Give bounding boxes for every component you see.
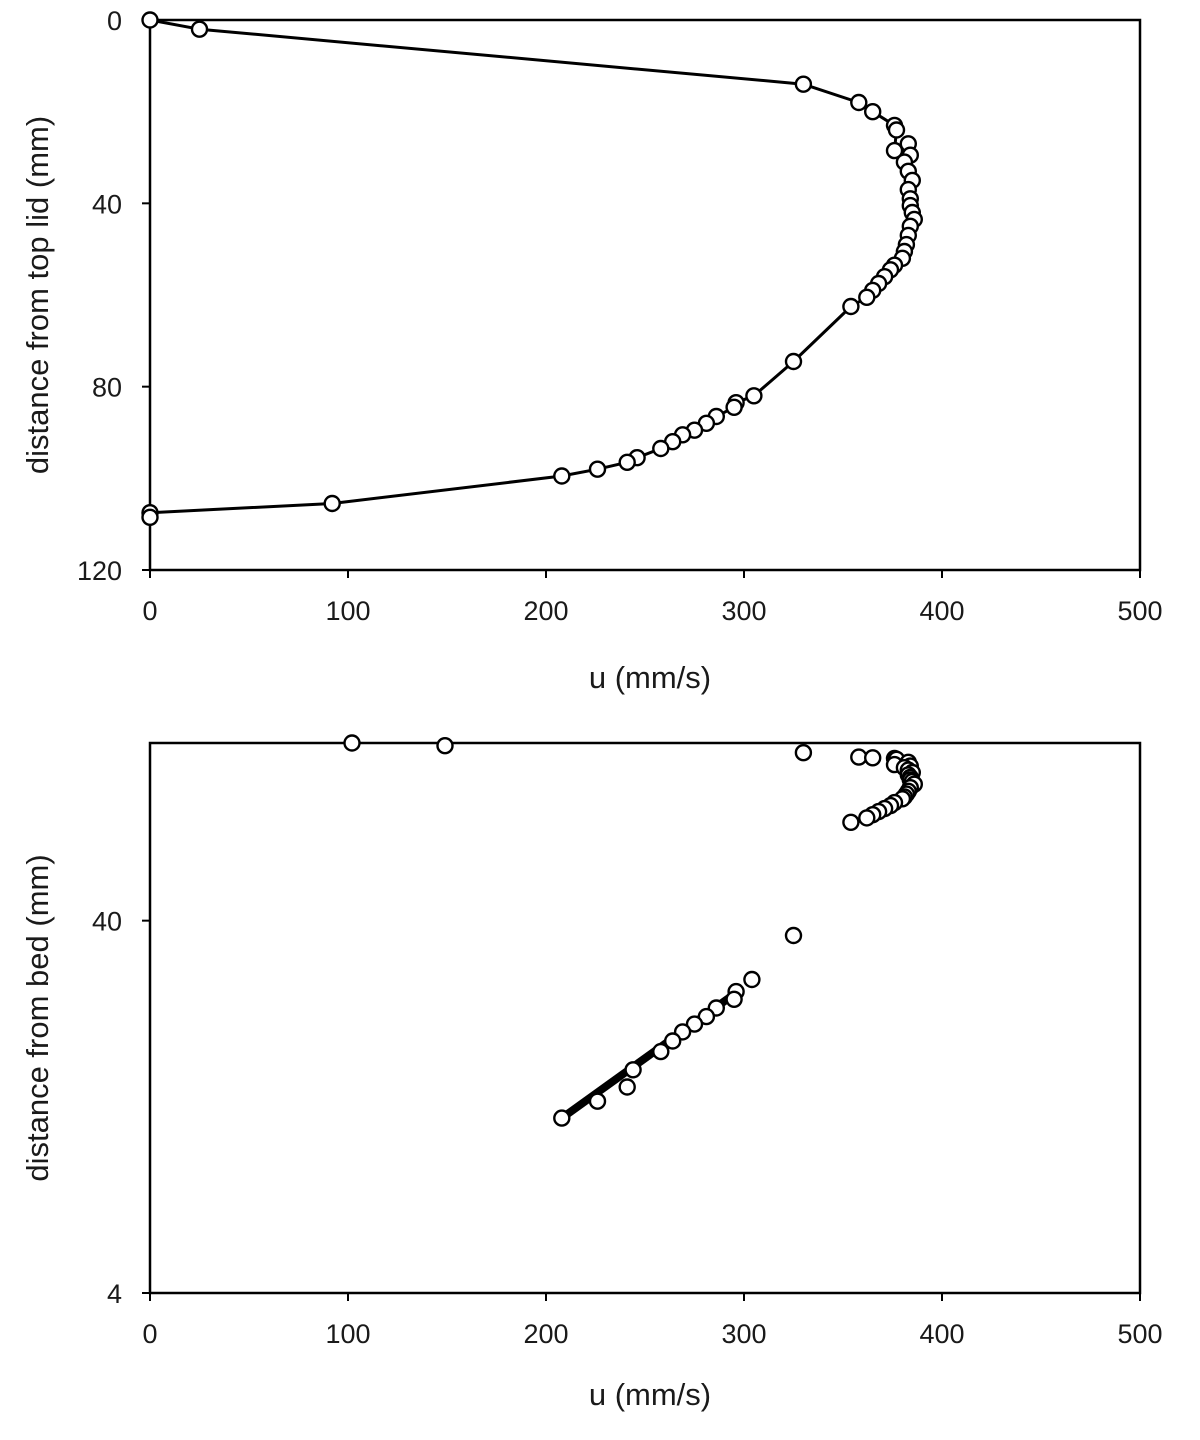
x-tick-label: 100 <box>325 1319 370 1349</box>
data-point <box>864 749 882 767</box>
x-tick-label: 100 <box>325 596 370 626</box>
x-axis-label: u (mm/s) <box>589 1377 711 1412</box>
x-tick-label: 0 <box>142 596 157 626</box>
plot-frame <box>148 741 1142 1295</box>
data-point <box>685 1015 704 1033</box>
data-point <box>652 439 670 458</box>
data-point <box>858 809 876 827</box>
data-point <box>588 1092 607 1110</box>
y-tick-label: 40 <box>92 907 122 937</box>
data-point <box>652 1042 670 1061</box>
data-point <box>743 970 761 989</box>
x-tick-label: 300 <box>721 596 766 626</box>
data-point <box>725 398 743 416</box>
data-point <box>190 20 209 38</box>
data-point <box>794 744 813 762</box>
data-point <box>885 141 904 160</box>
x-tick-label: 0 <box>142 1319 157 1349</box>
data-point <box>850 93 868 112</box>
x-tick-label: 400 <box>919 1319 964 1349</box>
data-point <box>887 121 906 139</box>
data-point <box>618 1078 636 1096</box>
data-point <box>553 467 571 485</box>
data-point <box>553 1109 571 1127</box>
data-point <box>343 734 361 752</box>
data-point <box>618 453 636 471</box>
x-tick-label: 500 <box>1117 1319 1162 1349</box>
plot-frame <box>148 18 1142 572</box>
data-point <box>664 1032 682 1050</box>
velocity-profile-line <box>148 18 916 518</box>
x-tick-label: 500 <box>1117 596 1162 626</box>
data-point <box>141 508 159 526</box>
data-point <box>784 352 803 371</box>
y-tick-label: 40 <box>92 189 122 219</box>
data-point <box>745 387 763 405</box>
data-point <box>588 460 607 478</box>
y-tick-label: 4 <box>107 1279 122 1309</box>
data-point <box>842 297 860 316</box>
velocity-profile-bed-log-chart: 0 100 200 300 400 500 40 4 u (mm/s) distance from… <box>20 734 1163 1412</box>
data-point <box>141 11 159 29</box>
data-point <box>858 288 876 306</box>
data-point <box>794 75 813 93</box>
x-tick-label: 200 <box>523 1319 568 1349</box>
y-axis-label: distance from bed (mm) <box>20 854 55 1181</box>
x-tick-label: 400 <box>919 596 964 626</box>
data-point <box>725 990 743 1008</box>
data-point <box>864 102 882 121</box>
x-tick-label: 200 <box>523 596 568 626</box>
data-point <box>436 737 454 755</box>
y-tick-label: 80 <box>92 373 122 403</box>
data-point <box>842 813 860 831</box>
data-point <box>784 926 803 945</box>
y-tick-label: 120 <box>77 556 122 586</box>
data-point <box>323 494 341 513</box>
y-tick-label: 0 <box>107 6 122 36</box>
x-axis-label: u (mm/s) <box>589 660 711 695</box>
data-point <box>624 1061 642 1079</box>
x-tick-label: 300 <box>721 1319 766 1349</box>
velocity-profile-top-lid-chart: 0 100 200 300 400 500 0 40 80 120 u (mm/s) distance… <box>20 6 1163 695</box>
y-axis-label: distance from top lid (mm) <box>20 116 55 474</box>
